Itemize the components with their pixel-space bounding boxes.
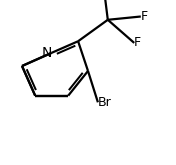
Text: N: N: [41, 46, 52, 60]
Text: F: F: [141, 10, 148, 23]
Text: Br: Br: [98, 96, 112, 109]
Text: F: F: [134, 36, 141, 49]
